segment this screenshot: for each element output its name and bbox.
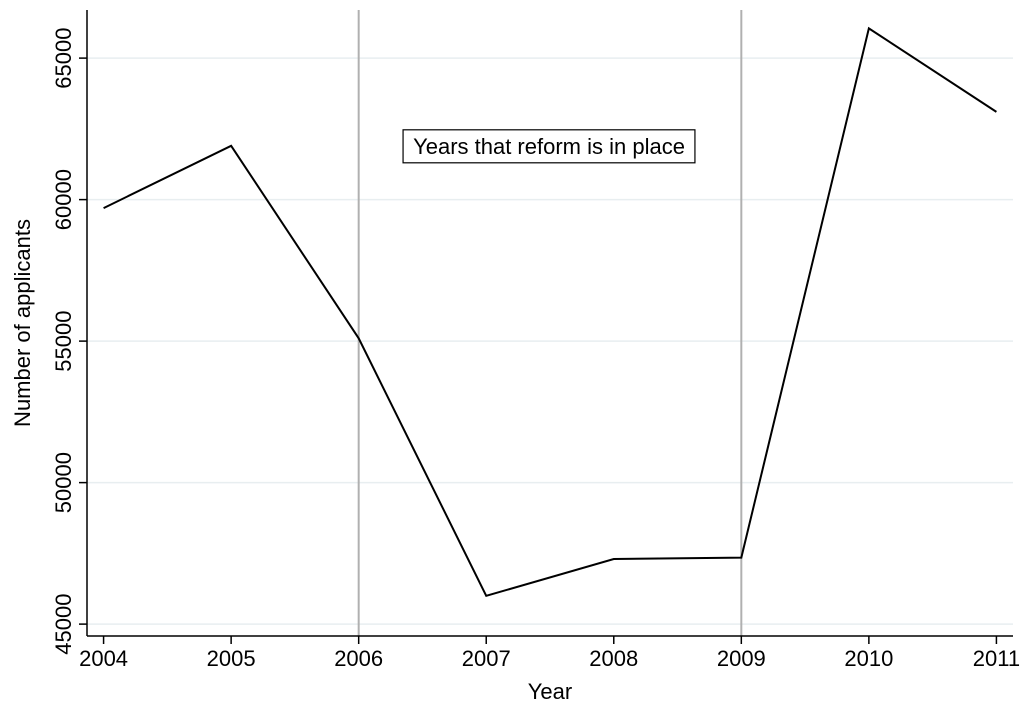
y-tick-label: 65000 (51, 28, 76, 89)
x-tick-label: 2005 (207, 646, 256, 671)
annotation-text: Years that reform is in place (413, 134, 685, 159)
x-tick-label: 2008 (589, 646, 638, 671)
y-tick-label: 50000 (51, 452, 76, 513)
y-tick-label: 45000 (51, 594, 76, 655)
annotation: Years that reform is in place (402, 129, 696, 164)
x-tick-label: 2006 (334, 646, 383, 671)
annotation-box (402, 129, 696, 164)
x-tick-label: 2004 (79, 646, 128, 671)
x-tick-label: 2007 (462, 646, 511, 671)
x-tick-label: 2009 (717, 646, 766, 671)
y-axis-title: Number of applicants (10, 219, 35, 427)
x-axis-title: Year (528, 679, 572, 704)
x-tick-label: 2010 (844, 646, 893, 671)
line (103, 26, 997, 598)
y-tick-label: 60000 (51, 169, 76, 230)
y-tick-label: 55000 (51, 311, 76, 372)
x-tick-label: 2011 (973, 646, 1020, 671)
